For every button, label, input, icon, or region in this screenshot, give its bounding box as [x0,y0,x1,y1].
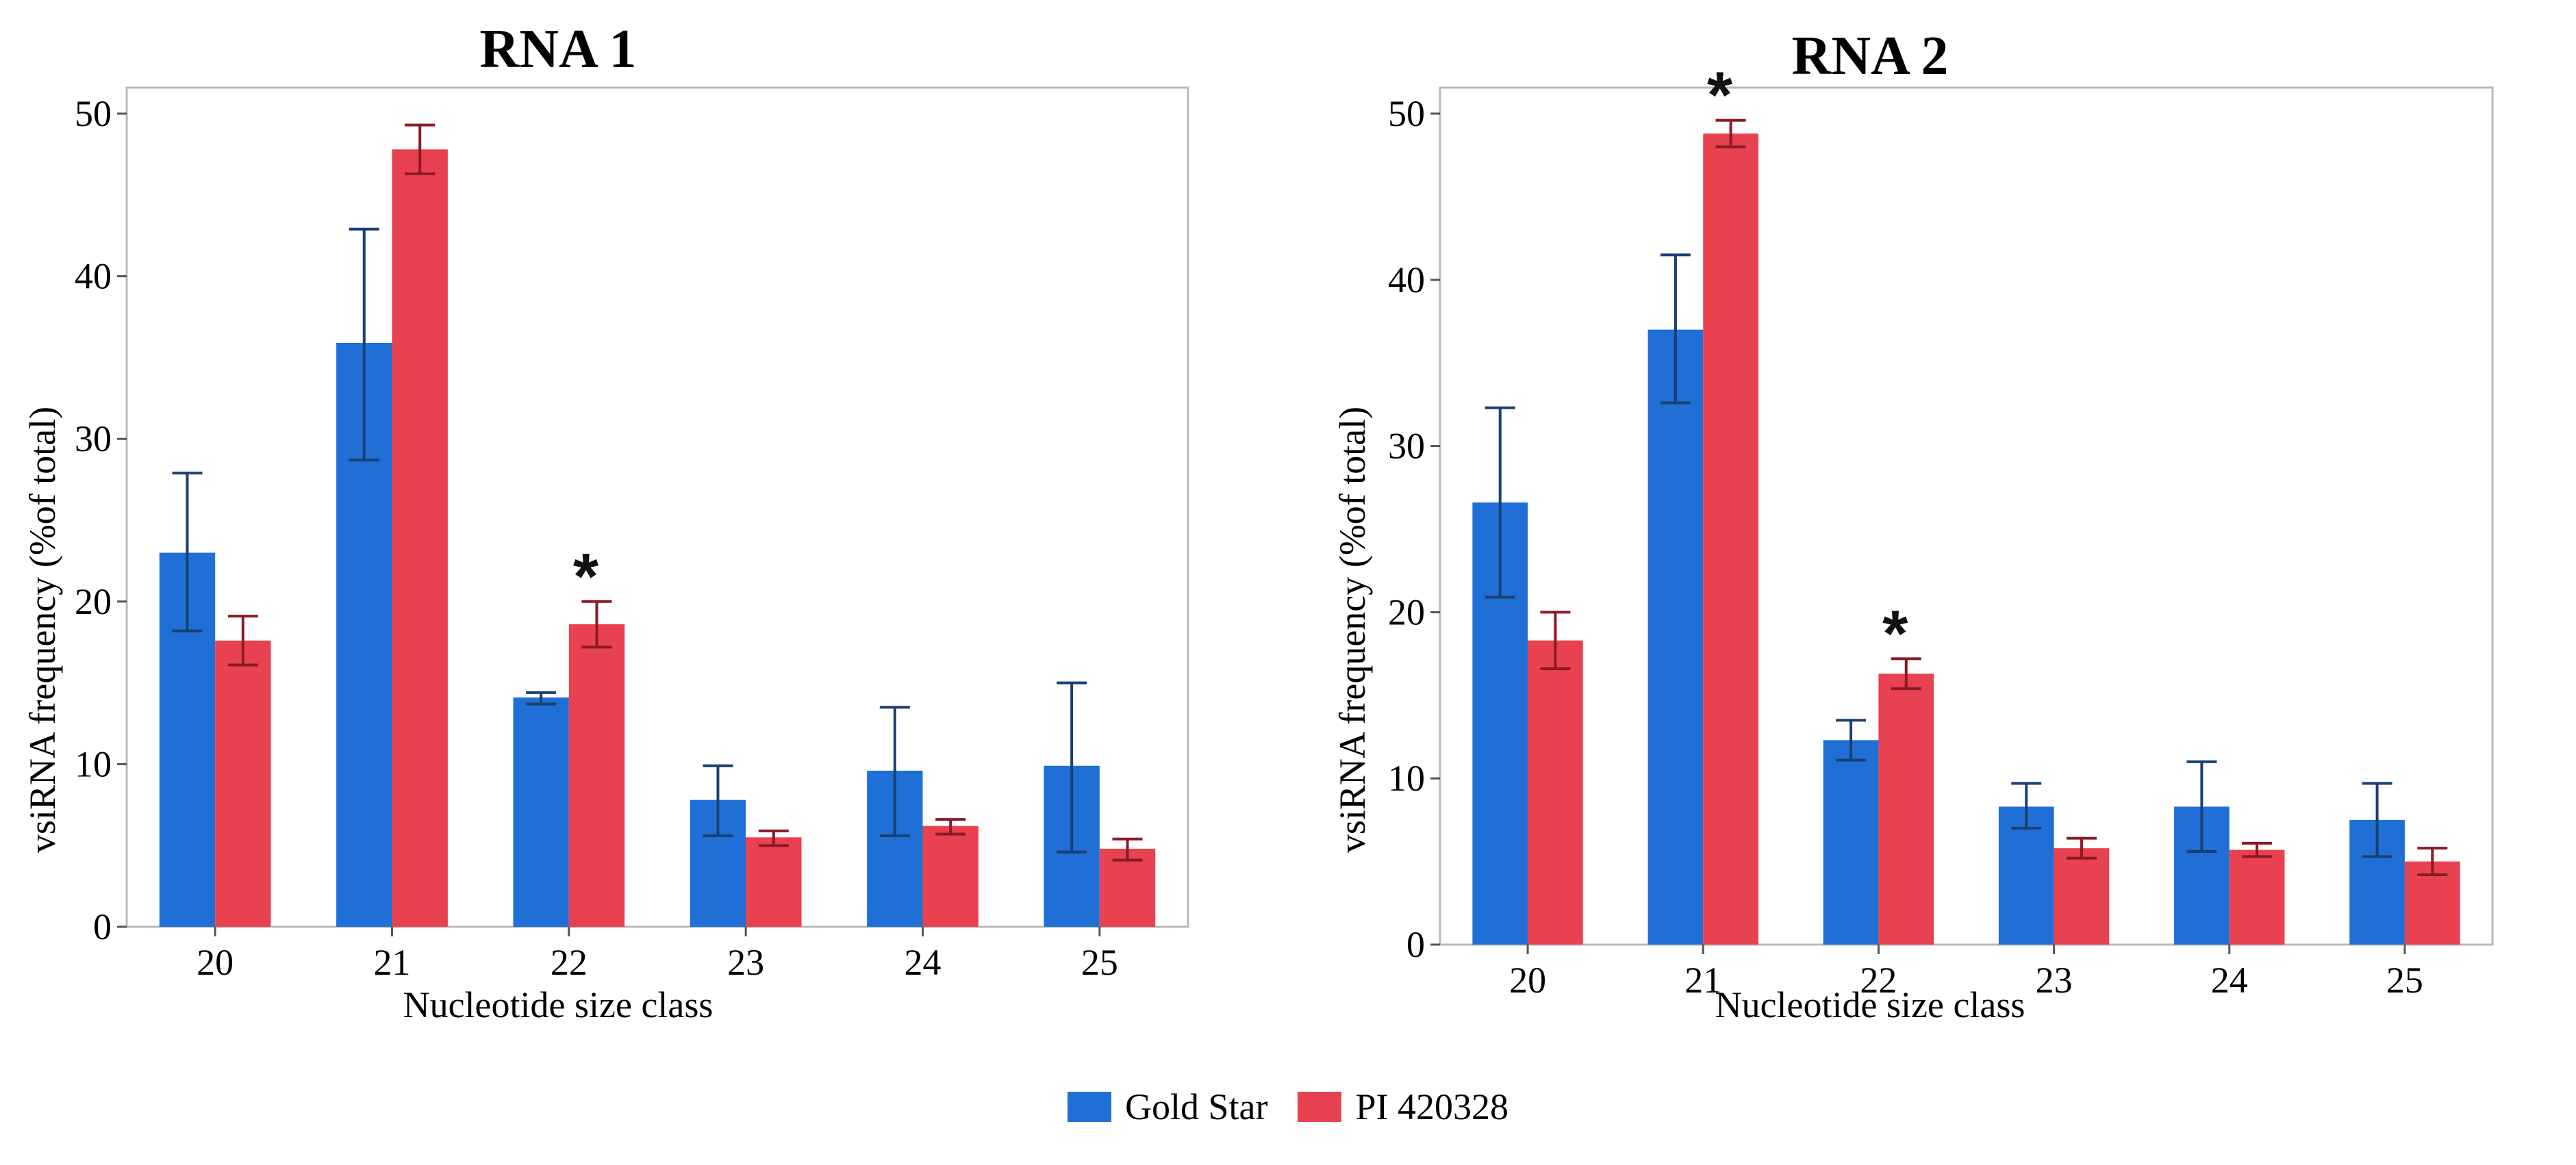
plot-frame [125,86,1189,928]
bar-pi-420328-21 [392,149,448,927]
bar-pi-420328-23 [2054,848,2110,945]
plot-frame [1439,86,2494,946]
y-tick-label: 40 [1388,259,1425,300]
legend-item-pi-420328: PI 420328 [1298,1086,1508,1128]
x-tick-label: 24 [905,942,942,983]
legend-swatch-pi-420328 [1298,1092,1342,1122]
y-tick-label: 0 [1406,924,1425,965]
bar-pi-420328-20 [215,640,271,927]
bar-pi-420328-23 [746,837,802,927]
y-tick-label: 0 [93,906,112,947]
legend-label-pi-420328: PI 420328 [1355,1086,1508,1127]
bar-gold-star-22 [1823,740,1879,945]
rna1-panel: RNA 1 vsiRNA frequency (%of total) Nucle… [22,19,1189,1025]
legend-item-gold-star: Gold Star [1067,1086,1268,1128]
x-tick-label: 21 [1684,960,1721,1001]
y-tick-label: 10 [75,743,112,784]
y-axis-title-rna2: vsiRNA frequency (%of total) [1332,407,1373,853]
legend-swatch-gold-star [1067,1092,1111,1122]
bar-gold-star-22 [513,697,569,927]
bar-pi-420328-20 [1528,640,1583,945]
x-tick-label: 20 [197,942,233,983]
x-tick-label: 24 [2211,960,2248,1001]
x-tick-label: 21 [374,942,411,983]
x-axis-title-rna2: Nucleotide size class [1715,984,2025,1025]
bar-pi-420328-25 [1099,848,1156,927]
bar-pi-420328-22 [568,624,625,927]
y-tick-label: 40 [75,256,112,297]
x-tick-label: 22 [551,942,588,983]
y-tick-label: 20 [75,581,112,622]
x-axis-title-rna1: Nucleotide size class [403,984,714,1025]
panel-title-rna2: RNA 2 [1792,26,1949,86]
bar-pi-420328-24 [2229,849,2285,945]
bar-pi-420328-21 [1703,133,1758,945]
x-tick-label: 22 [1860,960,1897,1001]
rna2-panel: RNA 2 vsiRNA frequency (%of total) Nucle… [1332,26,2494,1025]
significance-star: * [573,540,599,613]
x-tick-label: 25 [1081,942,1118,983]
panel-title-rna1: RNA 1 [480,19,637,79]
y-tick-label: 20 [1388,591,1425,632]
bar-gold-star-21 [1647,329,1704,945]
legend-label-gold-star: Gold Star [1124,1086,1268,1127]
bar-gold-star-23 [1998,806,2054,945]
x-tick-label: 23 [727,942,764,983]
significance-star: * [1707,59,1733,132]
bar-pi-420328-24 [922,825,978,927]
y-tick-label: 50 [75,93,112,134]
x-tick-label: 23 [2036,960,2073,1001]
y-tick-label: 30 [75,418,112,459]
x-tick-label: 20 [1509,960,1546,1001]
significance-star: * [1882,597,1908,670]
y-axis-title-rna1: vsiRNA frequency (%of total) [22,407,63,853]
y-tick-label: 10 [1388,758,1425,799]
x-tick-label: 25 [2386,960,2423,1001]
y-tick-label: 30 [1388,426,1425,467]
bar-pi-420328-22 [1878,674,1934,945]
legend: Gold Star PI 420328 [0,1076,2576,1138]
y-tick-label: 50 [1388,93,1425,134]
